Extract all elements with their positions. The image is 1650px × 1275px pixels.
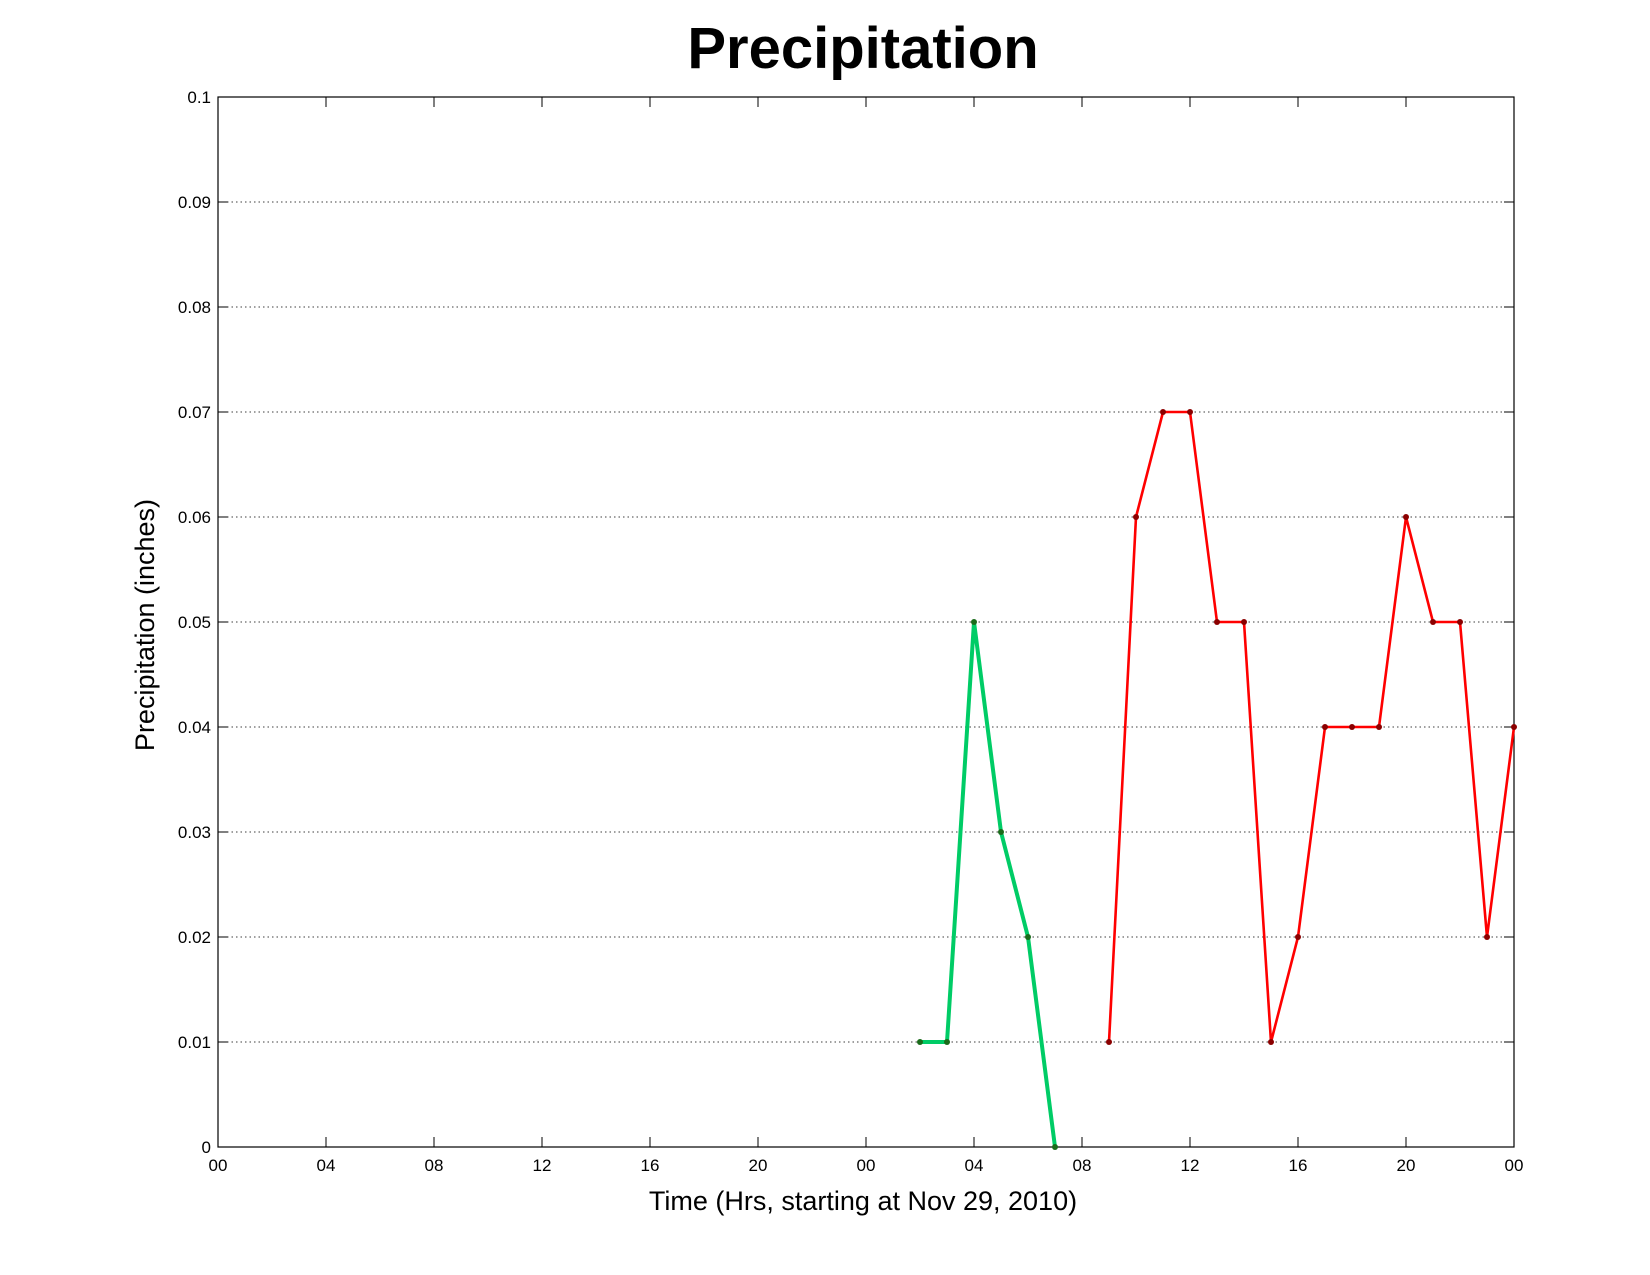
series-line-1 [920, 621, 1057, 1148]
y-tick-label: 0.04 [178, 718, 211, 737]
y-tick-label: 0.02 [178, 928, 211, 947]
y-tick-label: 0.05 [178, 613, 211, 632]
y-tick-label: 0.1 [187, 88, 211, 107]
data-point [1160, 409, 1166, 415]
x-tick-label: 04 [317, 1156, 336, 1175]
data-point [1484, 934, 1490, 940]
data-point [1295, 934, 1301, 940]
data-point [1106, 1039, 1112, 1045]
data-point [1403, 514, 1409, 520]
data-point [1376, 724, 1382, 730]
data-point [1052, 1144, 1058, 1150]
data-point [1322, 724, 1328, 730]
data-point [1268, 1039, 1274, 1045]
y-tick-label: 0.03 [178, 823, 211, 842]
data-point [1349, 724, 1355, 730]
data-point [1457, 619, 1463, 625]
x-tick-label: 12 [1181, 1156, 1200, 1175]
data-point [1511, 724, 1517, 730]
x-tick-label: 08 [1073, 1156, 1092, 1175]
y-tick-label: 0.09 [178, 193, 211, 212]
data-point [1133, 514, 1139, 520]
data-point [1241, 619, 1247, 625]
series-layer [917, 409, 1517, 1150]
y-tick-label: 0.07 [178, 403, 211, 422]
chart-title: Precipitation [687, 16, 1038, 81]
x-tick-label: 16 [641, 1156, 660, 1175]
data-point [998, 829, 1004, 835]
data-point [1025, 934, 1031, 940]
x-tick-label: 20 [1397, 1156, 1416, 1175]
x-tick-label: 08 [425, 1156, 444, 1175]
y-tick-label: 0.06 [178, 508, 211, 527]
y-tick-label: 0.08 [178, 298, 211, 317]
data-point [1187, 409, 1193, 415]
series-line-2 [1107, 410, 1516, 1043]
x-tick-label: 04 [965, 1156, 984, 1175]
data-point [971, 619, 977, 625]
data-point [917, 1039, 923, 1045]
x-tick-label: 00 [857, 1156, 876, 1175]
data-point [1214, 619, 1220, 625]
x-axis-label: Time (Hrs, starting at Nov 29, 2010) [649, 1186, 1077, 1216]
y-tick-label: 0.01 [178, 1033, 211, 1052]
tick-layer: 0 0.01 0.02 0.03 0.04 0.05 0.06 0.07 0.08 0.09 0.1… [178, 88, 1524, 1175]
grid-layer [218, 201, 1514, 1043]
x-tick-label: 12 [533, 1156, 552, 1175]
y-axis-label: Precipitation (inches) [130, 499, 160, 751]
y-tick-label: 0 [202, 1138, 211, 1157]
data-point [944, 1039, 950, 1045]
x-tick-label: 16 [1289, 1156, 1308, 1175]
x-tick-label: 00 [1505, 1156, 1524, 1175]
x-tick-label: 20 [749, 1156, 768, 1175]
x-tick-label: 00 [209, 1156, 228, 1175]
data-point [1430, 619, 1436, 625]
